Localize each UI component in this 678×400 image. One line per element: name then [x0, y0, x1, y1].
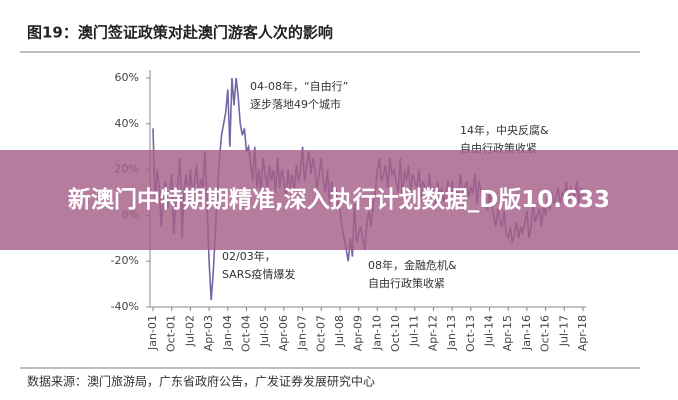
x-tick-label: Jul-11	[408, 315, 421, 347]
x-tick-label: Apr-03	[202, 315, 215, 351]
x-tick-label: Jul-14	[483, 315, 496, 347]
source: 数据来源：澳门旅游局，广东省政府公告，广发证券发展研究中心	[27, 374, 375, 389]
overlay-banner: 新澳门中特期期精准,深入执行计划数据_D版10.633	[0, 150, 678, 250]
y-tick-label: 60%	[115, 71, 139, 84]
chart-title: 图19：澳门签证政策对赴澳门游客人次的影响	[27, 24, 333, 42]
annotation: SARS疫情爆发	[222, 267, 295, 281]
y-tick-label: 40%	[115, 117, 139, 130]
annotation: 逐步落地49个城市	[250, 97, 341, 111]
annotation: 08年，金融危机&	[368, 258, 457, 272]
x-tick-label: Apr-06	[277, 315, 290, 351]
x-tick-label: Jul-08	[333, 315, 346, 347]
y-tick-label: -40%	[111, 300, 139, 313]
annotation: 14年，中央反腐&	[460, 123, 549, 137]
x-tick-label: Jan-10	[370, 315, 383, 351]
x-tick-label: Jan-13	[445, 315, 458, 351]
x-tick-label: Oct-01	[165, 315, 178, 352]
x-tick-label: Jan-07	[296, 315, 309, 351]
x-tick-label: Oct-16	[539, 315, 552, 352]
x-tick-label: Oct-13	[464, 315, 477, 352]
x-tick-label: Jan-16	[520, 315, 533, 351]
x-tick-label: Apr-15	[501, 315, 514, 351]
x-tick-label: Jul-17	[557, 315, 570, 347]
x-tick-label: Jul-05	[258, 315, 271, 347]
annotation: 自由行政策收紧	[368, 276, 445, 290]
x-tick-label: Jan-01	[146, 315, 159, 351]
annotation: 02/03年，	[222, 249, 276, 263]
x-tick-label: Oct-07	[314, 315, 327, 352]
y-tick-label: -20%	[111, 254, 139, 267]
x-tick-label: Oct-10	[389, 315, 402, 352]
x-tick-label: Apr-18	[576, 315, 589, 351]
x-tick-label: Jan-04	[221, 315, 234, 351]
x-tick-label: Apr-12	[426, 315, 439, 351]
x-tick-label: Apr-09	[352, 315, 365, 351]
x-tick-label: Jul-02	[183, 315, 196, 347]
annotation: 04-08年，“自由行”	[250, 79, 348, 93]
overlay-text: 新澳门中特期期精准,深入执行计划数据_D版10.633	[67, 187, 611, 213]
x-tick-label: Oct-04	[239, 315, 252, 352]
